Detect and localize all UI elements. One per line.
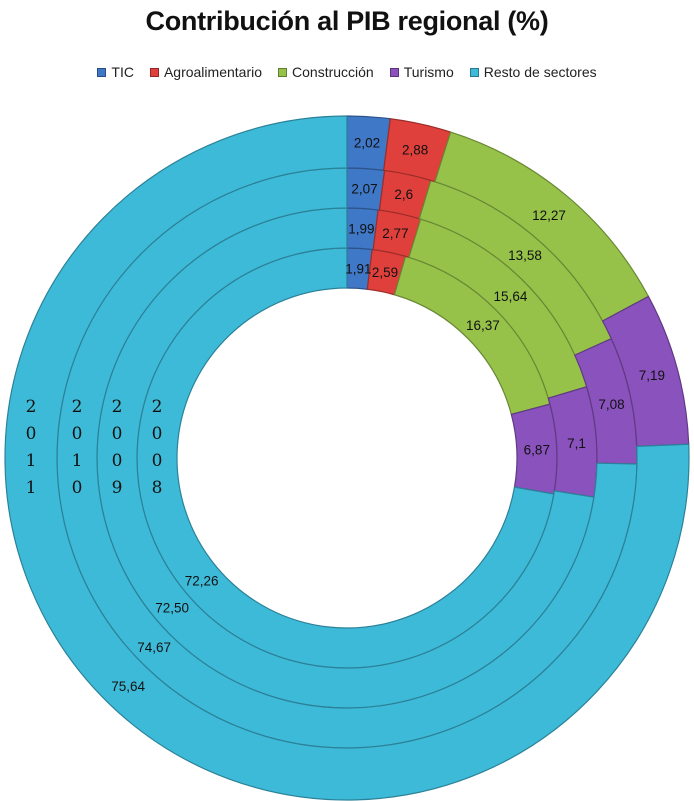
donut-labels: 1,91 2,59 16,37 6,87 72,26 1,99 2,77 15,64 7,1 72…	[111, 136, 665, 694]
year-label-2009-char-3: 9	[112, 478, 123, 498]
year-label-2008-char-2: 0	[152, 451, 163, 471]
value-label-2010-tic: 2,07	[351, 182, 377, 197]
year-label-2008-char-1: 0	[152, 424, 163, 444]
year-label-2008-char-3: 8	[152, 478, 163, 498]
year-label-2010-char-2: 1	[72, 451, 83, 471]
year-label-2009-char-1: 0	[112, 424, 123, 444]
segment-2011-resto-de-sectores[interactable]	[4, 115, 690, 801]
value-label-2008-resto-de-sectores: 72,26	[185, 573, 219, 588]
legend-item-tic[interactable]: TIC	[97, 64, 134, 80]
year-label-2011-char-2: 1	[26, 451, 37, 471]
legend-label: Agroalimentario	[163, 64, 263, 80]
legend-swatch	[469, 67, 479, 77]
value-label-2011-construccion: 12,27	[532, 208, 566, 223]
legend-item-construccion[interactable]: Construcción	[278, 64, 374, 80]
value-label-2010-turismo: 7,08	[598, 397, 624, 412]
chart-title: Contribución al PIB regional (%)	[145, 6, 549, 36]
value-label-2009-resto-de-sectores: 72,50	[155, 600, 189, 615]
value-label-2011-turismo: 7,19	[639, 368, 665, 383]
year-label-2011-char-1: 0	[26, 424, 37, 444]
legend-item-resto[interactable]: Resto de sectores	[469, 64, 597, 80]
value-label-2009-agroalimentario: 2,77	[382, 226, 408, 241]
value-label-2009-construccion: 15,64	[494, 289, 528, 304]
legend-item-agroalimentario[interactable]: Agroalimentario	[149, 64, 263, 80]
legend-label: Construcción	[292, 64, 374, 80]
legend-swatch	[97, 67, 107, 77]
year-label-2008-char-0: 2	[152, 397, 163, 417]
year-label-2011-char-3: 1	[26, 478, 37, 498]
legend-label: Resto de sectores	[483, 64, 597, 80]
legend: TIC Agroalimentario Construcción Turismo…	[0, 64, 694, 80]
value-label-2008-tic: 1,91	[345, 261, 371, 276]
year-label-2011-char-0: 2	[26, 397, 37, 417]
legend-swatch	[149, 67, 159, 77]
year-label-2009-char-0: 2	[112, 397, 123, 417]
value-label-2008-construccion: 16,37	[466, 318, 500, 333]
value-label-2010-construccion: 13,58	[508, 248, 542, 263]
donut-rings	[4, 115, 690, 801]
legend-item-turismo[interactable]: Turismo	[389, 64, 454, 80]
year-label-2010-char-3: 0	[72, 478, 83, 498]
legend-label: Turismo	[403, 64, 454, 80]
value-label-2008-turismo: 6,87	[524, 443, 550, 458]
legend-label: TIC	[111, 64, 134, 80]
value-label-2011-tic: 2,02	[354, 136, 380, 151]
value-label-2011-resto-de-sectores: 75,64	[111, 679, 145, 694]
value-label-2010-resto-de-sectores: 74,67	[137, 640, 171, 655]
year-label-2010-char-0: 2	[72, 397, 83, 417]
legend-swatch	[278, 67, 288, 77]
year-label-2010-char-1: 0	[72, 424, 83, 444]
year-label-2009-char-2: 0	[112, 451, 123, 471]
legend-swatch	[389, 67, 399, 77]
value-label-2008-agroalimentario: 2,59	[372, 265, 398, 280]
value-label-2011-agroalimentario: 2,88	[402, 142, 428, 157]
value-label-2010-agroalimentario: 2,6	[394, 187, 413, 202]
ring-year-labels: 2 0 0 8 2 0 0 9 2 0 1 0 2 0 1 1	[26, 397, 163, 498]
value-label-2009-tic: 1,99	[348, 221, 374, 236]
value-label-2009-turismo: 7,1	[567, 436, 586, 451]
